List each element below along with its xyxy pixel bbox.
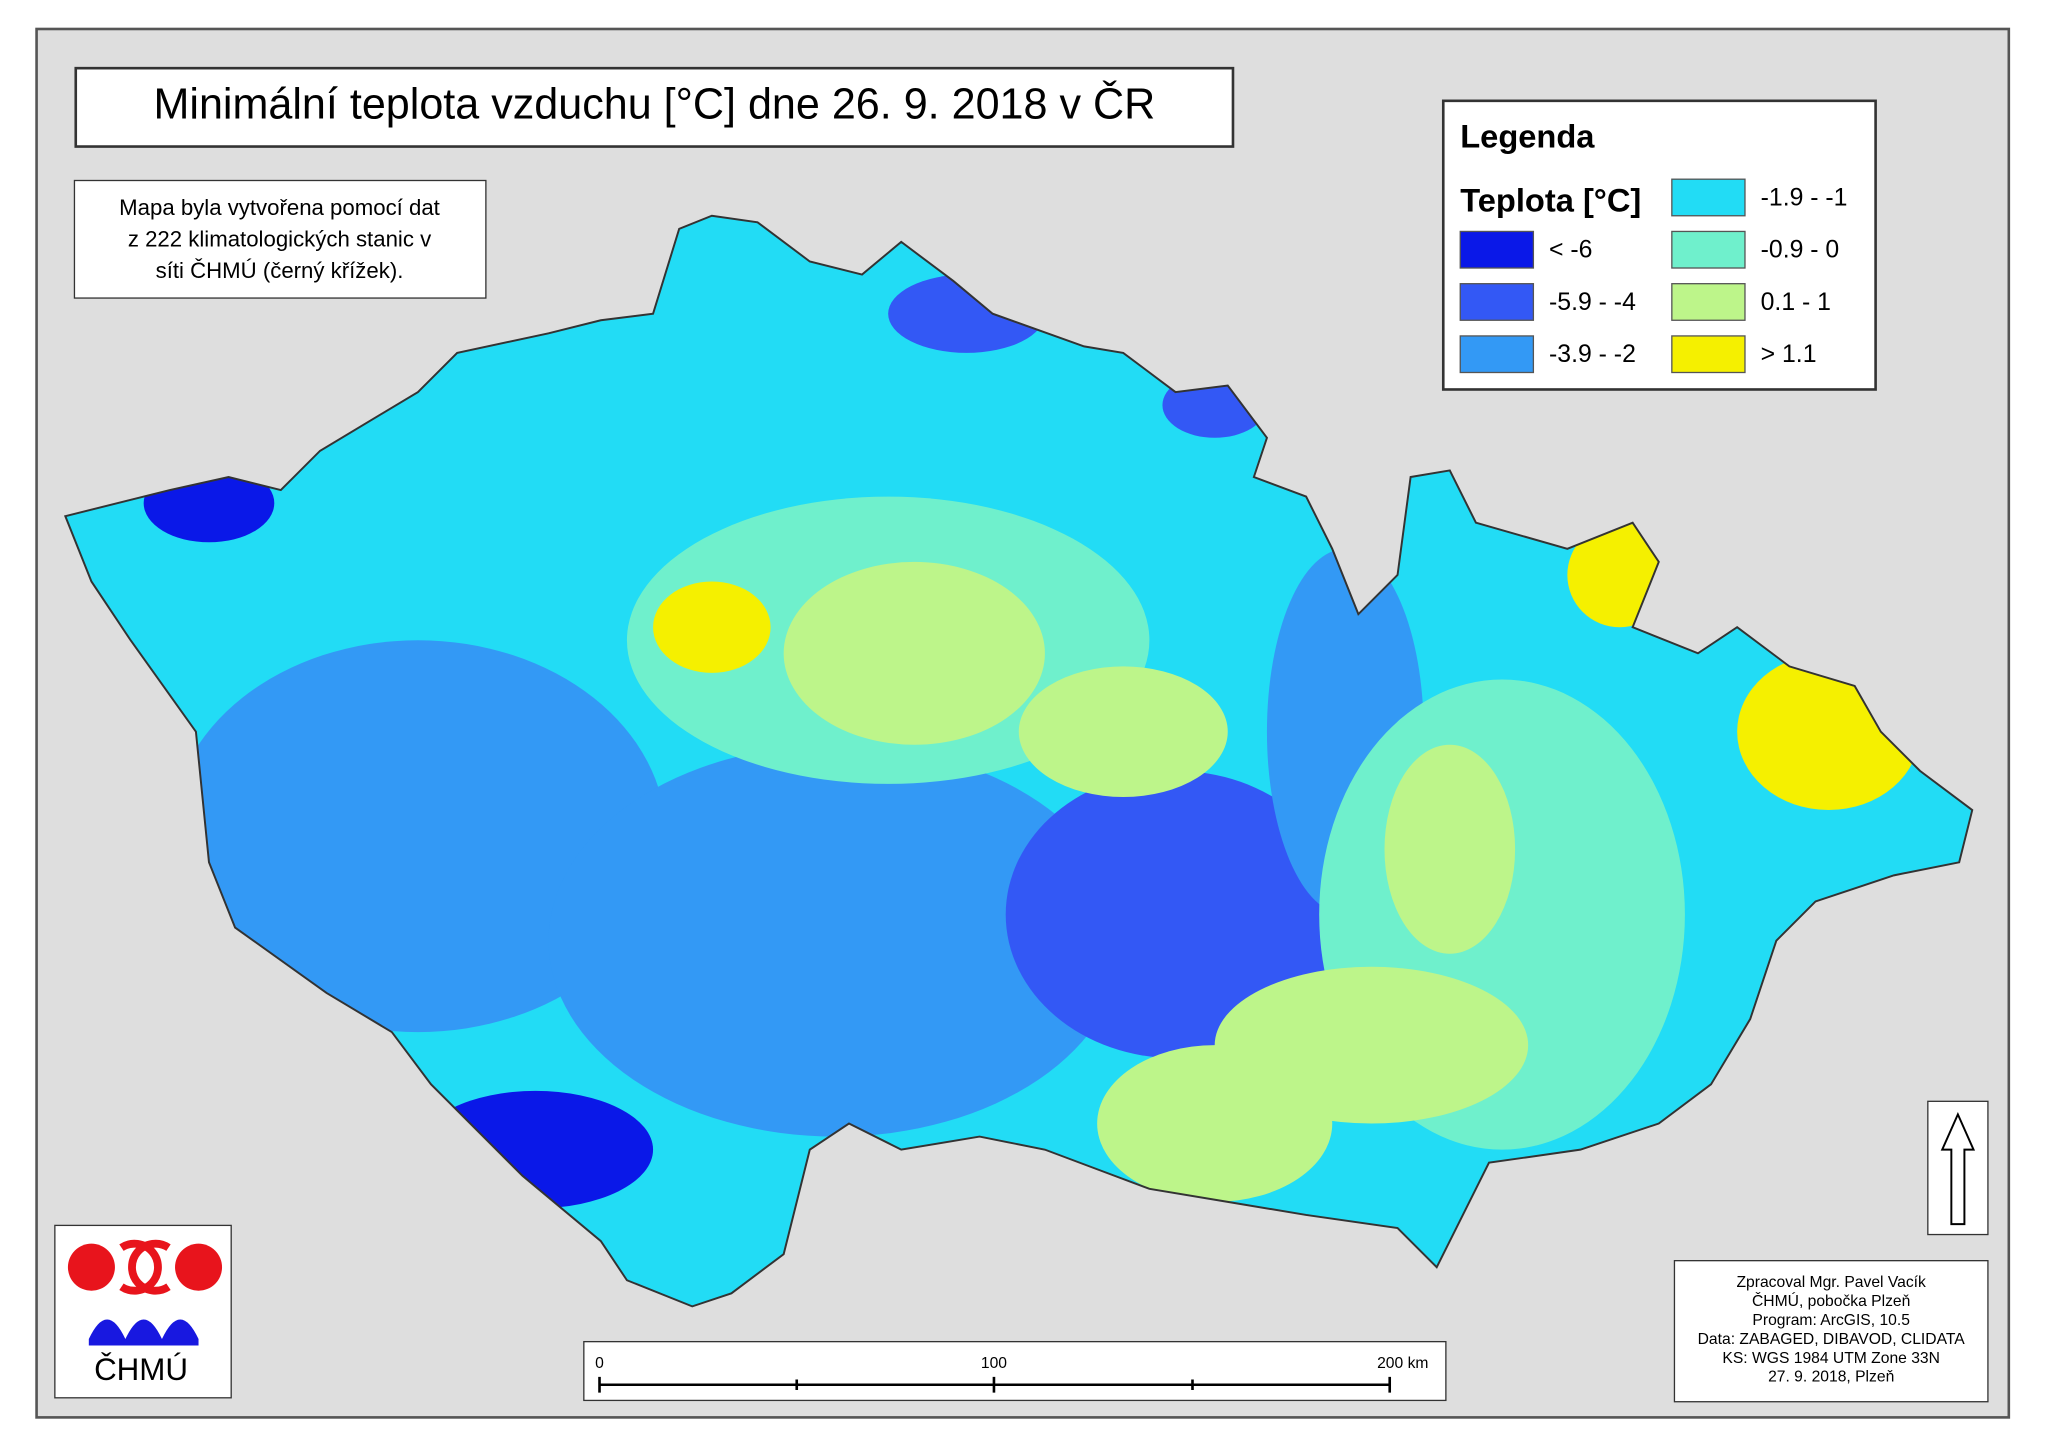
title-box	[74, 66, 1235, 148]
credits-box	[1673, 1260, 1989, 1403]
note-box	[73, 179, 487, 299]
legend-swatch	[1459, 230, 1535, 269]
legend-label: < -6	[1549, 237, 1592, 264]
legend-label: > 1.1	[1761, 341, 1817, 368]
note-line: z 222 klimatologických stanic v	[128, 226, 432, 251]
legend-title: Legenda	[1460, 117, 1595, 154]
note-line: Mapa byla vytvořena pomocí dat	[119, 195, 440, 220]
logo-text: ČHMÚ	[94, 1352, 188, 1387]
north-arrow	[1940, 1111, 1976, 1226]
note-line: síti ČHMÚ (černý křížek).	[156, 258, 404, 283]
credits-line: Data: ZABAGED, DIBAVOD, CLIDATA	[1698, 1331, 1966, 1348]
legend-swatch	[1671, 335, 1746, 374]
credits-line: ČHMÚ, pobočka Plzeň	[1752, 1291, 1910, 1310]
logo-wave	[88, 1319, 199, 1346]
legend-swatch	[1671, 283, 1746, 321]
legend-label: -5.9 - -4	[1549, 289, 1636, 316]
title: Minimální teplota vzduchu [°C] dne 26. 9…	[153, 81, 1155, 129]
scale-label: 200 km	[1377, 1355, 1428, 1372]
scale-bar	[598, 1376, 1392, 1393]
scale-label: 100	[981, 1355, 1007, 1372]
legend-label: -0.9 - 0	[1761, 237, 1840, 264]
legend-label: 0.1 - 1	[1761, 289, 1831, 316]
credits-line: KS: WGS 1984 UTM Zone 33N	[1722, 1350, 1940, 1367]
credits-line: Zpracoval Mgr. Pavel Vacík	[1736, 1274, 1926, 1291]
legend-swatch	[1671, 230, 1746, 269]
legend-swatch	[1459, 283, 1535, 321]
logo-circle	[67, 1243, 115, 1291]
credits-line: Program: ArcGIS, 10.5	[1752, 1312, 1910, 1329]
legend-swatch	[1671, 178, 1746, 217]
logo-circle	[175, 1243, 223, 1291]
scale-label: 0	[595, 1355, 604, 1372]
legend-swatch	[1459, 335, 1535, 374]
logo-arc	[119, 1239, 171, 1295]
legend-label: -3.9 - -2	[1549, 341, 1636, 368]
scale-box	[583, 1340, 1447, 1402]
legend-label: -1.9 - -1	[1761, 184, 1848, 211]
legend-heading: Teplota [°C]	[1460, 181, 1641, 218]
credits-line: 27. 9. 2018, Plzeň	[1768, 1369, 1894, 1386]
